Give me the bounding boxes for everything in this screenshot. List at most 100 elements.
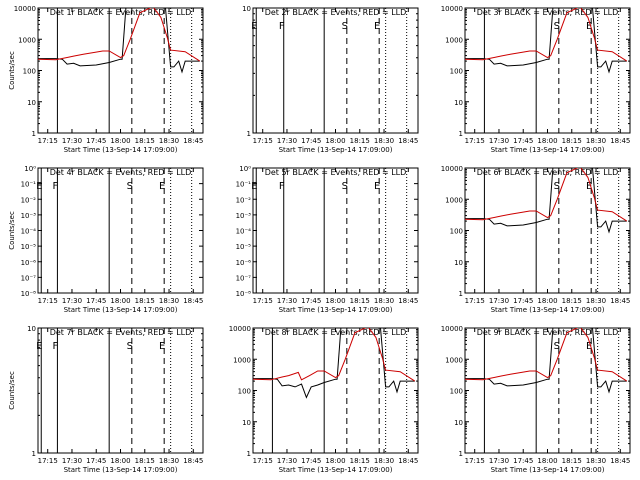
x-tick-label: 18:15 (562, 457, 582, 465)
y-tick-label: 10⁻² (21, 196, 37, 204)
y-tick-label: 1000 (445, 196, 463, 204)
panel-7: Det 7r BLACK = Events, RED = LLD 1 10 17:15… (8, 325, 204, 474)
marker-label: S (127, 181, 133, 192)
panel-title: Det 6r BLACK = Events, RED = LLD (477, 168, 619, 177)
y-tick-label: 10 (242, 5, 251, 13)
x-tick-label: 17:15 (465, 297, 485, 305)
x-tick-label: 18:30 (374, 137, 394, 145)
x-tick-label: 18:45 (610, 137, 630, 145)
panel-1: Det 1r BLACK = Events, RED = LLD 1 10 100 10… (8, 5, 204, 154)
y-tick-label: 10⁰ (24, 165, 36, 173)
plot-frame (37, 7, 204, 134)
x-tick-label: 18:00 (110, 137, 130, 145)
x-axis-label: Start Time (13-Sep-14 17:09:00) (279, 306, 393, 314)
panel-9: Det 9r BLACK = Events, RED = LLD 1 10 100 10… (441, 325, 631, 474)
marker-label: F (279, 181, 285, 192)
lld-series-line (465, 168, 628, 222)
events-series-line (253, 328, 415, 399)
x-tick-label: 17:30 (277, 297, 297, 305)
y-tick-label: 10⁻⁴ (21, 228, 37, 236)
panel-title: Det 7r BLACK = Events, RED = LLD (50, 328, 192, 337)
y-tick-label: 100 (450, 388, 463, 396)
x-tick-label: 18:15 (135, 457, 155, 465)
y-tick-label: 1 (459, 450, 463, 458)
x-axis-label: Start Time (13-Sep-14 17:09:00) (64, 466, 178, 474)
x-tick-label: 18:45 (398, 297, 418, 305)
x-tick-label: 18:45 (183, 297, 203, 305)
x-axis-label: Start Time (13-Sep-14 17:09:00) (491, 306, 605, 314)
x-tick-label: 18:00 (537, 297, 557, 305)
panel-2: Det 2r BLACK = Events, RED = LLD 1 10 17:15… (242, 5, 419, 154)
x-tick-label: 18:30 (374, 297, 394, 305)
panel-4: Det 4r BLACK = Events, RED = LLD 10⁻⁸ 10⁻⁷… (8, 165, 204, 314)
y-tick-label: 1 (247, 450, 251, 458)
y-tick-label: 10 (454, 259, 463, 267)
panel-3: Det 3r BLACK = Events, RED = LLD 1 10 100 10… (441, 5, 631, 154)
y-tick-label: 10000 (229, 325, 251, 333)
x-axis-label: Start Time (13-Sep-14 17:09:00) (491, 146, 605, 154)
x-tick-label: 17:30 (62, 137, 82, 145)
lld-series-line (465, 328, 628, 382)
x-tick-label: 17:45 (301, 457, 321, 465)
marker-label: S (554, 341, 560, 352)
x-axis-label: Start Time (13-Sep-14 17:09:00) (279, 466, 393, 474)
plot-frame (37, 327, 204, 454)
y-tick-label: 100 (450, 228, 463, 236)
panel-8: Det 8r BLACK = Events, RED = LLD 1 10 100 10… (229, 325, 419, 474)
lld-series-line (38, 8, 201, 62)
panel-title: Det 8r BLACK = Events, RED = LLD (265, 328, 407, 337)
marker-label: S (342, 181, 348, 192)
x-tick-label: 18:00 (110, 297, 130, 305)
marker-label: E (374, 21, 380, 32)
x-tick-label: 18:15 (350, 457, 370, 465)
x-axis-label: Start Time (13-Sep-14 17:09:00) (64, 306, 178, 314)
x-tick-label: 18:45 (398, 137, 418, 145)
x-tick-label: 17:45 (86, 137, 106, 145)
x-tick-label: 18:15 (135, 297, 155, 305)
panel-title: Det 1r BLACK = Events, RED = LLD (50, 8, 192, 17)
x-tick-label: 17:45 (513, 297, 533, 305)
marker-label: E (159, 341, 165, 352)
x-tick-label: 18:15 (135, 137, 155, 145)
panel-title: Det 9r BLACK = Events, RED = LLD (477, 328, 619, 337)
y-tick-label: 10⁻⁵ (21, 243, 37, 251)
x-tick-label: 17:15 (253, 297, 273, 305)
y-axis-label: Counts/sec (8, 51, 16, 90)
y-tick-label: 10⁻² (236, 196, 252, 204)
y-tick-label: 1 (459, 290, 463, 298)
x-tick-label: 17:45 (513, 457, 533, 465)
y-tick-label: 1000 (18, 36, 36, 44)
panel-title: Det 3r BLACK = Events, RED = LLD (477, 8, 619, 17)
plot-frame (464, 327, 631, 454)
y-tick-label: 10⁻¹ (21, 181, 37, 189)
y-tick-label: 10⁰ (239, 165, 251, 173)
x-axis-label: Start Time (13-Sep-14 17:09:00) (64, 146, 178, 154)
marker-label: E (159, 181, 165, 192)
plot-frame (252, 7, 419, 134)
x-tick-label: 17:30 (277, 457, 297, 465)
x-tick-label: 18:15 (562, 297, 582, 305)
plot-frame (252, 327, 419, 454)
y-tick-label: 10 (242, 419, 251, 427)
y-tick-label: 10⁻⁶ (21, 259, 37, 267)
y-tick-label: 10000 (441, 165, 463, 173)
y-tick-label: 100 (238, 388, 251, 396)
events-series-line (465, 8, 627, 74)
y-axis-label: Counts/sec (8, 371, 16, 410)
y-tick-label: 10000 (441, 5, 463, 13)
y-tick-label: 10000 (441, 325, 463, 333)
x-tick-label: 17:15 (465, 137, 485, 145)
y-tick-label: 10 (454, 419, 463, 427)
y-tick-label: 100 (450, 68, 463, 76)
y-tick-label: 10 (454, 99, 463, 107)
x-tick-label: 18:45 (183, 457, 203, 465)
marker-label: E (36, 341, 42, 352)
marker-label: F (279, 21, 285, 32)
x-tick-label: 18:45 (610, 457, 630, 465)
panel-title: Det 2r BLACK = Events, RED = LLD (265, 8, 407, 17)
x-tick-label: 18:30 (586, 137, 606, 145)
events-series-line (465, 328, 627, 394)
y-tick-label: 10⁻⁷ (21, 274, 37, 282)
x-tick-label: 18:45 (183, 137, 203, 145)
